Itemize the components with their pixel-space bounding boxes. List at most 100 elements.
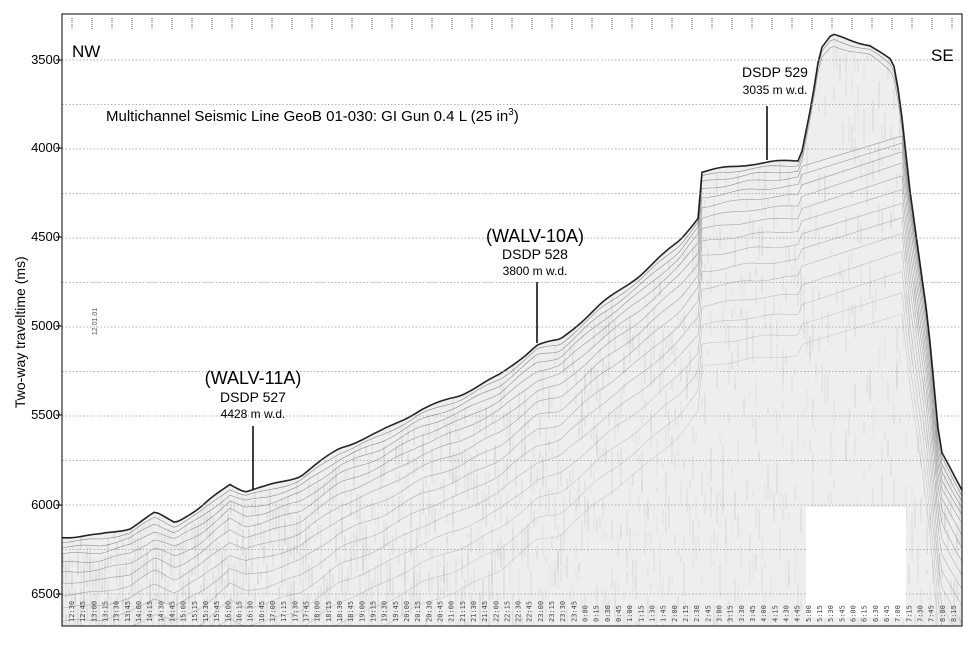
sub-bottom-reflector bbox=[61, 151, 963, 573]
time-label: 19:30 bbox=[381, 601, 389, 622]
time-label: 7:15 bbox=[905, 605, 913, 622]
time-label: 4:30 bbox=[783, 605, 791, 622]
sub-bottom-reflector bbox=[61, 189, 963, 609]
time-label: 21:15 bbox=[459, 601, 467, 622]
time-label: 14:45 bbox=[169, 601, 177, 622]
time-label: 15:15 bbox=[191, 601, 199, 622]
time-label: 8:00 bbox=[939, 605, 947, 622]
time-label: 13:15 bbox=[102, 601, 110, 622]
time-label: 7:00 bbox=[894, 605, 902, 622]
site-527-dsdp: DSDP 527 bbox=[220, 389, 286, 405]
time-label: 14:15 bbox=[146, 601, 154, 622]
sub-bottom-reflector bbox=[61, 142, 963, 563]
time-label: 18:30 bbox=[336, 601, 344, 622]
sub-bottom-reflector bbox=[61, 135, 963, 555]
time-label: 4:00 bbox=[760, 605, 768, 622]
y-tick-label: 6000 bbox=[31, 497, 60, 512]
time-label: 15:45 bbox=[213, 601, 221, 622]
data-gap bbox=[806, 507, 906, 617]
time-label: 8:15 bbox=[950, 605, 958, 622]
time-label: 17:15 bbox=[280, 601, 288, 622]
plot-frame bbox=[61, 13, 963, 627]
time-label: 19:00 bbox=[358, 601, 366, 622]
sub-bottom-reflector bbox=[61, 39, 963, 544]
time-label: 2:15 bbox=[682, 605, 690, 622]
time-label: 14:00 bbox=[135, 601, 143, 622]
time-label: 0:15 bbox=[593, 605, 601, 622]
time-label: 3:30 bbox=[738, 605, 746, 622]
time-label: 21:45 bbox=[481, 601, 489, 622]
time-label: 12:30 bbox=[68, 601, 76, 622]
time-label: 2:30 bbox=[693, 605, 701, 622]
time-label: 5:00 bbox=[805, 605, 813, 622]
sub-bottom-reflector bbox=[61, 46, 963, 549]
site-pointer-lines bbox=[252, 106, 768, 489]
time-label: 14:30 bbox=[157, 601, 165, 622]
time-label: 5:15 bbox=[816, 605, 824, 622]
time-label: 1:30 bbox=[649, 605, 657, 622]
noise-texture bbox=[62, 35, 962, 627]
time-label: 17:30 bbox=[291, 601, 299, 622]
site-528-dsdp: DSDP 528 bbox=[502, 246, 568, 262]
figure-title: Multichannel Seismic Line GeoB 01-030: G… bbox=[106, 107, 519, 125]
time-label: 20:15 bbox=[414, 601, 422, 622]
time-label: 15:30 bbox=[202, 601, 210, 622]
time-label: 21:00 bbox=[448, 601, 456, 622]
time-label: 19:45 bbox=[392, 601, 400, 622]
sub-bottom-reflector bbox=[62, 217, 963, 627]
shotpoint-numbers bbox=[71, 18, 953, 30]
time-label: 22:30 bbox=[515, 601, 523, 622]
site-527-depth: 4428 m w.d. bbox=[220, 407, 286, 421]
y-tick-label: 4000 bbox=[31, 140, 60, 155]
site-527-name: (WALV-11A) bbox=[204, 368, 302, 388]
time-label: 0:00 bbox=[582, 605, 590, 622]
time-label: 6:15 bbox=[861, 605, 869, 622]
time-label: 3:00 bbox=[716, 605, 724, 622]
time-label: 23:00 bbox=[537, 601, 545, 622]
time-label: 13:30 bbox=[113, 601, 121, 622]
time-label: 4:15 bbox=[771, 605, 779, 622]
time-label: 7:45 bbox=[928, 605, 936, 622]
time-label: 1:00 bbox=[626, 605, 634, 622]
site-528-depth: 3800 m w.d. bbox=[502, 264, 568, 278]
time-label: 1:45 bbox=[660, 605, 668, 622]
seafloor-reflector bbox=[61, 33, 963, 539]
time-label: 16:00 bbox=[224, 601, 232, 622]
time-label: 2:00 bbox=[671, 605, 679, 622]
time-label: 20:45 bbox=[436, 601, 444, 622]
y-axis-label: Two-way traveltime (ms) bbox=[12, 256, 28, 408]
time-label: 7:30 bbox=[917, 605, 925, 622]
time-label: 22:45 bbox=[526, 601, 534, 622]
time-label: 20:30 bbox=[425, 601, 433, 622]
y-tick-label: 6500 bbox=[31, 586, 60, 601]
time-label: 15:00 bbox=[180, 601, 188, 622]
site-529-dsdp: DSDP 529 bbox=[742, 64, 808, 80]
site-528-name: (WALV-10A) bbox=[485, 226, 585, 246]
time-label: 16:45 bbox=[258, 601, 266, 622]
direction-nw: NW bbox=[72, 42, 101, 61]
time-label: 17:00 bbox=[269, 601, 277, 622]
time-label: 21:30 bbox=[470, 601, 478, 622]
time-label: 0:45 bbox=[615, 605, 623, 622]
direction-se: SE bbox=[931, 46, 954, 65]
y-tick-label: 3500 bbox=[31, 52, 60, 67]
time-label: 23:15 bbox=[548, 601, 556, 622]
y-tick-label: 5000 bbox=[31, 318, 60, 333]
time-label: 23:45 bbox=[570, 601, 578, 622]
time-label: 18:15 bbox=[325, 601, 333, 622]
time-label: 6:00 bbox=[850, 605, 858, 622]
time-label: 4:45 bbox=[794, 605, 802, 622]
time-label: 18:45 bbox=[347, 601, 355, 622]
time-label: 19:15 bbox=[369, 601, 377, 622]
time-label: 16:30 bbox=[247, 601, 255, 622]
sub-bottom-reflector bbox=[61, 175, 963, 596]
sediment-body bbox=[62, 35, 962, 627]
time-label: 16:15 bbox=[236, 601, 244, 622]
time-label: 20:00 bbox=[403, 601, 411, 622]
side-date-label: 12.01.01 bbox=[92, 307, 100, 336]
figure-title-superscript: 3 bbox=[508, 107, 514, 118]
time-label: 13:45 bbox=[124, 601, 132, 622]
y-tick-label: 4500 bbox=[31, 229, 60, 244]
time-label: 22:00 bbox=[492, 601, 500, 622]
